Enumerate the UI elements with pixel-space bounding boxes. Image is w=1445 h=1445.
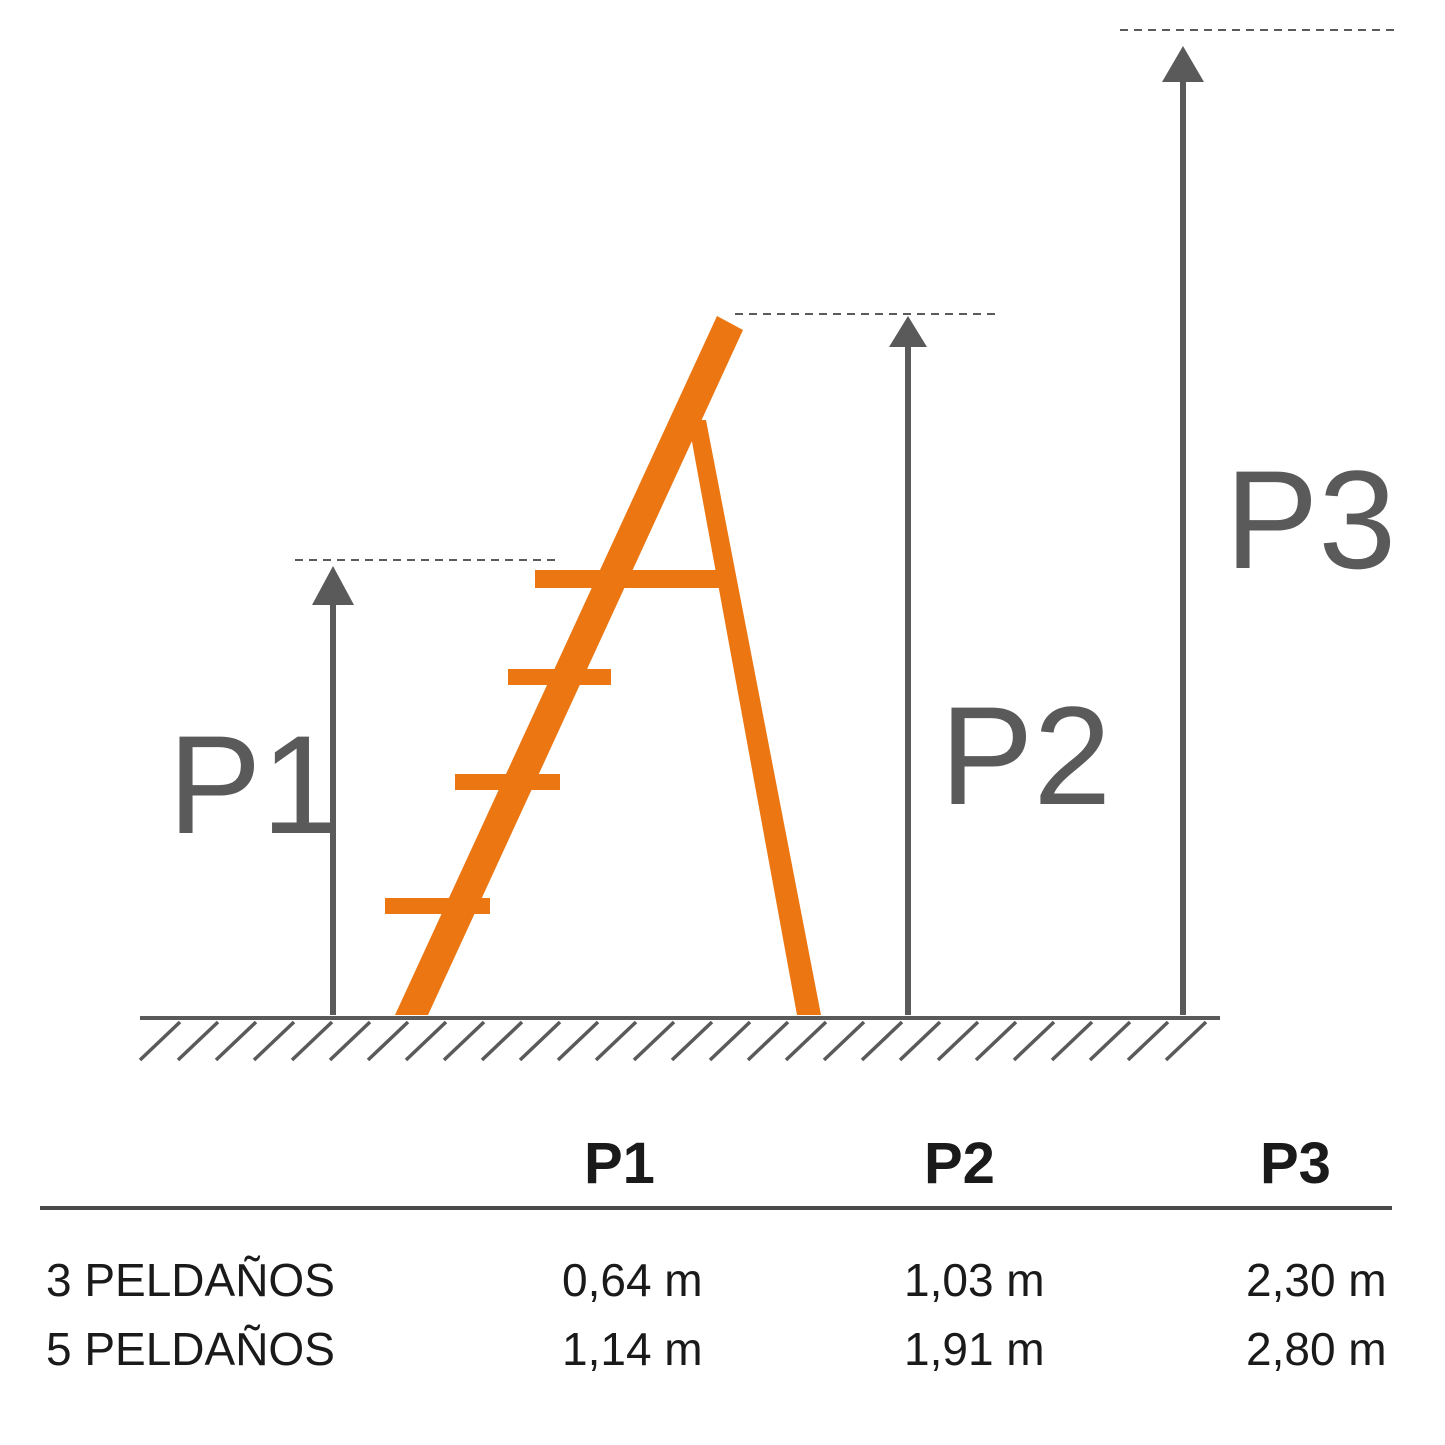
hatch-mark (746, 1020, 790, 1062)
hatch-mark (1050, 1020, 1094, 1062)
hatch-mark (1088, 1020, 1132, 1062)
hatch-mark (1126, 1020, 1170, 1062)
hatch-mark (556, 1020, 600, 1062)
cell-p2: 1,91 m (904, 1323, 1045, 1375)
p2-arrow (889, 316, 927, 1015)
ground (138, 1016, 1220, 1062)
hatch-mark (518, 1020, 562, 1062)
cell-p2: 1,03 m (904, 1254, 1045, 1306)
cell-p3: 2,80 m (1246, 1323, 1387, 1375)
hatch-mark (290, 1020, 334, 1062)
ladder-diagram: P1 P2 P3 (138, 29, 1400, 1062)
p1-arrow (312, 566, 354, 1015)
p3-arrow (1162, 46, 1204, 1015)
hatch-mark (442, 1020, 486, 1062)
ladder-icon (385, 316, 821, 1015)
hatch-mark (1012, 1020, 1056, 1062)
row-label: 3 PELDAÑOS (46, 1254, 335, 1306)
table-header-p1: P1 (584, 1131, 655, 1196)
p3-arrowhead-icon (1162, 46, 1204, 82)
p3-dimension-label: P3 (1225, 441, 1396, 598)
ground-hatching (138, 1020, 1208, 1062)
hatch-mark (404, 1020, 448, 1062)
row-label: 5 PELDAÑOS (46, 1323, 335, 1375)
hatch-mark (328, 1020, 372, 1062)
table-header-p3: P3 (1260, 1131, 1331, 1196)
p1-arrowhead-icon (312, 566, 354, 605)
hatch-mark (176, 1020, 220, 1062)
cell-p1: 1,14 m (562, 1323, 703, 1375)
hatch-mark (366, 1020, 410, 1062)
hatch-mark (898, 1020, 942, 1062)
hatch-mark (480, 1020, 524, 1062)
table-divider (40, 1206, 1392, 1210)
ladder-rear-leg (688, 420, 821, 1015)
hatch-mark (214, 1020, 258, 1062)
ladder-front-rail (395, 316, 743, 1015)
hatch-mark (594, 1020, 638, 1062)
hatch-mark (632, 1020, 676, 1062)
table-header-p2: P2 (924, 1131, 995, 1196)
p2-arrowhead-icon (889, 316, 927, 347)
hatch-mark (252, 1020, 296, 1062)
cell-p1: 0,64 m (562, 1254, 703, 1306)
p2-dimension-label: P2 (940, 677, 1111, 834)
hatch-mark (708, 1020, 752, 1062)
hatch-mark (822, 1020, 866, 1062)
cell-p3: 2,30 m (1246, 1254, 1387, 1306)
hatch-mark (1164, 1020, 1208, 1062)
hatch-mark (936, 1020, 980, 1062)
p1-dimension-label: P1 (168, 706, 339, 863)
hatch-mark (974, 1020, 1018, 1062)
hatch-mark (670, 1020, 714, 1062)
hatch-mark (784, 1020, 828, 1062)
hatch-mark (860, 1020, 904, 1062)
hatch-mark (138, 1020, 182, 1062)
